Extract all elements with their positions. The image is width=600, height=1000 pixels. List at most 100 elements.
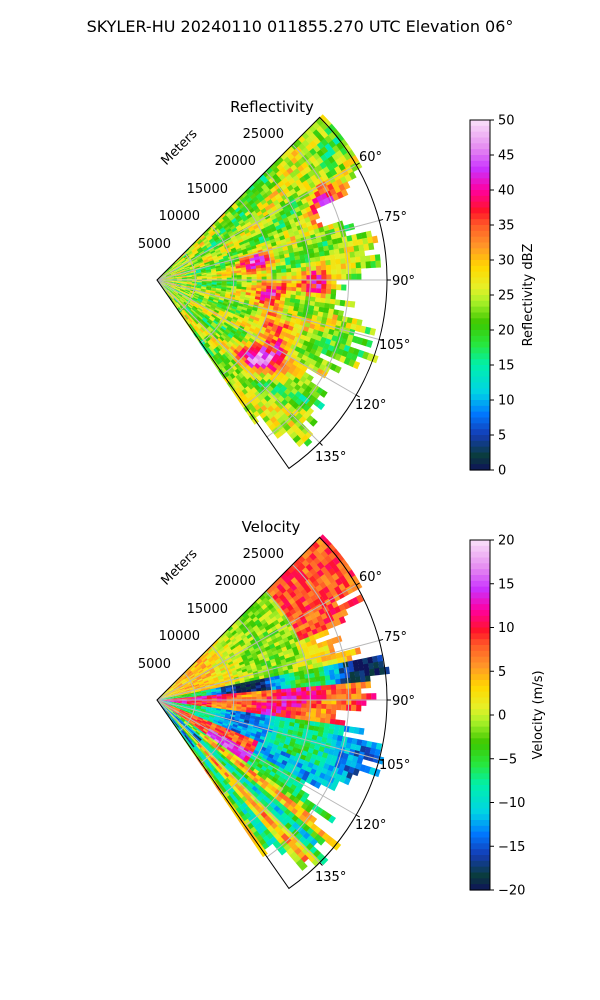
data-cell [284,297,291,303]
data-cell [236,307,242,312]
data-cell [331,704,337,711]
data-cell [180,258,186,263]
data-cell [175,296,180,301]
data-cell [355,687,362,695]
data-cell [178,300,183,305]
data-cell [335,263,342,270]
data-cell [231,327,238,333]
data-cell [227,340,234,347]
data-cell [173,265,178,269]
data-cell [168,266,173,271]
data-cell [203,315,210,321]
data-cell [199,293,205,297]
data-cell [171,281,177,283]
data-cell [316,274,322,280]
data-cell [200,326,206,332]
data-cell [199,312,206,318]
data-cell [216,276,222,279]
data-cell [189,253,195,258]
data-cell [168,267,174,272]
data-cell [192,297,198,301]
data-cell [173,290,179,294]
data-cell [211,342,218,349]
data-cell [228,243,235,248]
data-cell [214,247,221,253]
data-cell [213,260,220,264]
reflectivity-azimuth-label-135: 135° [315,450,346,465]
data-cell [210,344,216,351]
data-cell [284,253,290,259]
data-cell [319,297,326,304]
data-cell [201,254,207,259]
data-cell [351,268,357,275]
data-cell [208,258,214,262]
data-cell [201,277,207,279]
data-cell [192,260,199,264]
data-cell [298,250,305,256]
data-cell [219,227,225,233]
data-cell [166,274,172,277]
data-cell [281,692,287,697]
data-cell [250,290,257,294]
data-cell [252,319,259,325]
data-cell [371,235,379,244]
data-cell [196,330,202,336]
data-cell [216,231,223,237]
data-cell [277,356,285,363]
data-cell [181,284,187,286]
data-cell [235,265,242,269]
data-cell [165,273,171,276]
data-cell [225,211,232,218]
data-cell [197,315,204,320]
data-cell [281,268,287,274]
data-cell [171,280,178,282]
data-cell [324,302,330,310]
data-cell [183,293,189,297]
data-cell [313,228,321,235]
data-cell [235,320,242,326]
data-cell [196,280,202,283]
data-cell [256,270,262,275]
data-cell [245,289,252,294]
data-cell [256,360,263,367]
data-cell [239,363,246,371]
data-cell [221,222,228,228]
data-cell [276,696,282,700]
data-cell [161,280,168,282]
data-cell [160,283,164,288]
data-cell [260,264,267,269]
data-cell [185,314,190,319]
data-cell [201,284,207,287]
data-cell [214,263,221,267]
data-cell [181,295,187,300]
data-cell [332,309,340,316]
data-cell [264,339,271,346]
data-cell [242,337,249,344]
data-cell [222,313,229,319]
data-cell [251,322,258,328]
data-cell [263,395,271,403]
data-cell [202,324,209,330]
data-cell [163,287,167,292]
data-cell [276,279,282,284]
data-cell [307,244,314,250]
data-cell [211,253,218,258]
data-cell [340,263,347,270]
data-cell [206,302,212,306]
data-cell [199,334,205,340]
data-cell [238,241,245,246]
data-cell [196,284,202,287]
data-cell [270,196,278,203]
data-cell [226,316,233,321]
data-cell [279,300,285,306]
data-cell [161,278,168,280]
data-cell [335,320,342,328]
data-cell [316,283,322,290]
data-cell [196,255,202,260]
data-cell [182,309,188,315]
data-cell [320,235,328,243]
data-cell [189,309,195,315]
data-cell [360,681,367,689]
data-cell [246,274,252,278]
data-cell [196,299,203,303]
